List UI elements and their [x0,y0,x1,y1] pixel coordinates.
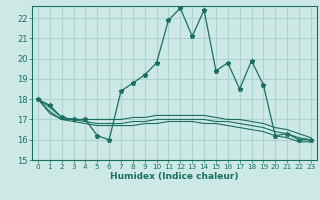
X-axis label: Humidex (Indice chaleur): Humidex (Indice chaleur) [110,172,239,181]
